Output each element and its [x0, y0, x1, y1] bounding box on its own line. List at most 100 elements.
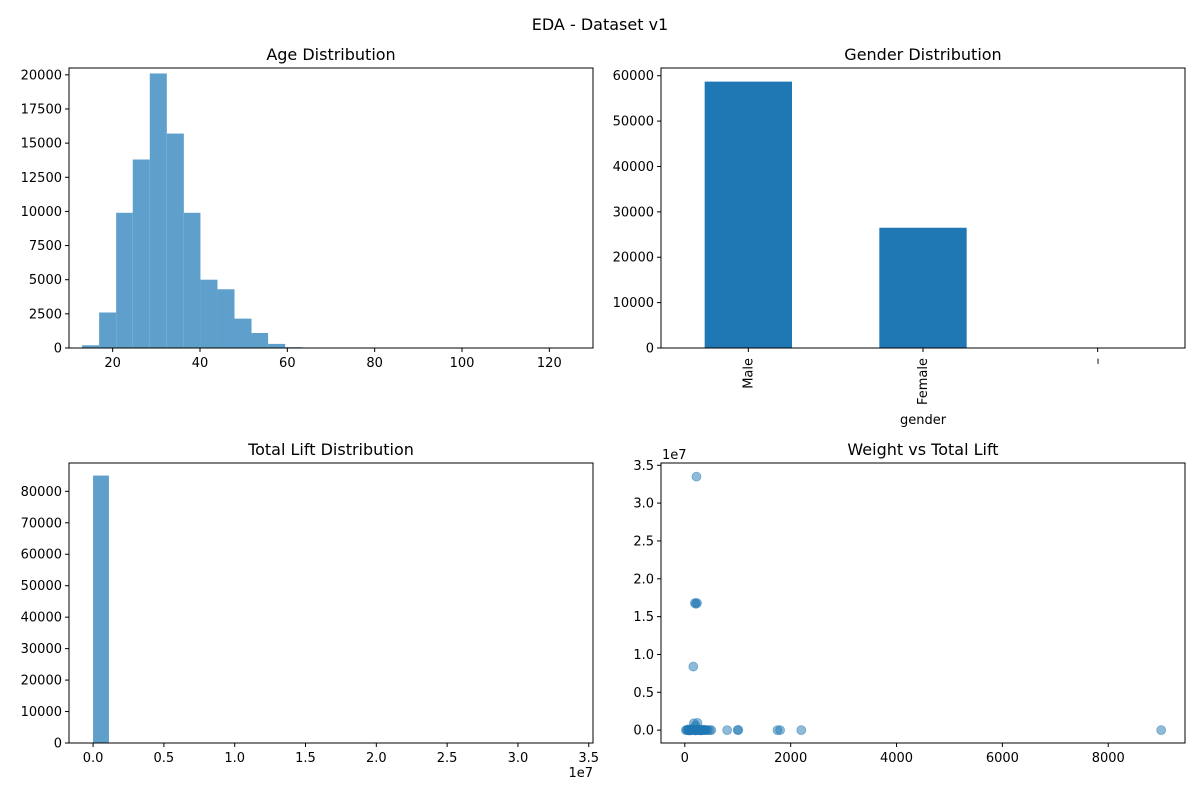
- weight-vs-lift-points: [680, 471, 1167, 736]
- total-lift-ytick-label: 40000: [21, 611, 62, 626]
- weight-vs-lift-y-offset-label: 1e7: [662, 448, 687, 463]
- age-bin-bar: [200, 279, 218, 348]
- total-lift-ytick-label: 60000: [21, 548, 62, 563]
- age-bin-bar: [99, 312, 117, 348]
- age-ytick-label: 12500: [21, 171, 62, 186]
- total-lift-distribution-panel: Total Lift Distribution 0.0 0.5 1.0 1.5 2.0 2…: [21, 440, 599, 781]
- age-bin-bar: [132, 159, 150, 348]
- total-lift-xtick-label: 1.0: [224, 751, 245, 766]
- age-xtick-label: 40: [192, 356, 209, 371]
- gender-distribution-panel: Gender Distribution Male Female – 0 10000 200…: [613, 45, 1186, 428]
- age-frame: [68, 67, 594, 349]
- age-bin-bar: [183, 212, 201, 348]
- gender-xtick-label: Male: [741, 358, 756, 389]
- weight-vs-lift-ytick-label: 1.5: [633, 610, 654, 625]
- total-lift-ytick-label: 20000: [21, 674, 62, 689]
- total-lift-xtick-label: 2.5: [437, 751, 458, 766]
- age-bin-bar: [116, 212, 133, 348]
- age-bin-bar: [149, 73, 167, 349]
- age-xtick-label: 120: [537, 356, 562, 371]
- weight-vs-lift-xtick-label: 6000: [986, 751, 1019, 766]
- weight-vs-lift-ytick-label: 3.0: [633, 497, 654, 512]
- age-ytick-label: 7500: [29, 239, 62, 254]
- age-distribution-panel: Age Distribution 20 40 60 80 100 120 0 2500 5000…: [21, 45, 594, 371]
- age-ytick-label: 0: [54, 342, 62, 357]
- age-ytick-label: 20000: [21, 68, 62, 83]
- total-lift-xtick-label: 0.0: [83, 751, 104, 766]
- scatter-point: [691, 471, 702, 482]
- age-ytick-label: 17500: [21, 102, 62, 117]
- weight-vs-lift-frame: [660, 462, 1186, 744]
- total-lift-ytick-label: 0: [54, 737, 62, 752]
- gender-bars: [704, 81, 1142, 349]
- gender-ytick-label: 0: [646, 342, 654, 357]
- gender-ytick-label: 10000: [613, 296, 654, 311]
- total-lift-axes: 0.0 0.5 1.0 1.5 2.0 2.5 3.0 3.5 0 10000 20000 30000…: [21, 462, 599, 766]
- age-bin-bar: [234, 318, 252, 348]
- age-ytick-label: 5000: [29, 273, 62, 288]
- total-lift-ytick-label: 80000: [21, 485, 62, 500]
- total-lift-ytick-label: 30000: [21, 642, 62, 657]
- scatter-point: [695, 725, 706, 736]
- scatter-point: [775, 725, 785, 736]
- total-lift-xtick-label: 3.5: [578, 751, 599, 766]
- age-bin-bar: [82, 345, 100, 348]
- gender-ytick-label: 60000: [613, 69, 654, 84]
- weight-vs-lift-xtick-label: 2000: [774, 751, 807, 766]
- total-lift-x-offset-label: 1e7: [568, 766, 593, 781]
- gender-ytick-label: 50000: [613, 115, 654, 130]
- weight-vs-lift-title: Weight vs Total Lift: [847, 440, 998, 459]
- weight-vs-total-lift-panel: Weight vs Total Lift 0 2000 4000 6000 8000 0.…: [633, 440, 1186, 766]
- gender-bar: [879, 227, 967, 348]
- age-xtick-label: 80: [366, 356, 383, 371]
- weight-vs-lift-xtick-label: 0: [681, 751, 689, 766]
- gender-ytick-label: 30000: [613, 205, 654, 220]
- age-histogram-bars: [82, 73, 320, 349]
- age-bin-bar: [166, 133, 184, 348]
- total-lift-bin-bar: [93, 475, 109, 743]
- total-lift-ytick-label: 50000: [21, 579, 62, 594]
- total-lift-histogram-bars: [93, 475, 109, 743]
- figure-suptitle: EDA - Dataset v1: [532, 15, 668, 34]
- scatter-point: [722, 725, 733, 736]
- weight-vs-lift-xtick-label: 8000: [1092, 751, 1125, 766]
- gender-ytick-label: 40000: [613, 160, 654, 175]
- total-lift-xtick-label: 1.5: [295, 751, 316, 766]
- weight-vs-lift-ytick-label: 0.0: [633, 724, 654, 739]
- age-axes: 20 40 60 80 100 120 0 2500 5000 7500 10000 12500 150…: [21, 67, 594, 371]
- age-xtick-label: 60: [279, 356, 296, 371]
- age-ytick-label: 2500: [29, 307, 62, 322]
- total-lift-xtick-label: 2.0: [366, 751, 387, 766]
- scatter-point: [1156, 725, 1167, 736]
- age-ytick-label: 15000: [21, 137, 62, 152]
- total-lift-title: Total Lift Distribution: [247, 440, 414, 459]
- total-lift-xtick-label: 0.5: [154, 751, 175, 766]
- age-xtick-label: 20: [104, 356, 121, 371]
- age-bin-bar: [268, 343, 286, 348]
- weight-vs-lift-ytick-label: 2.0: [633, 572, 654, 587]
- gender-xtick-label: Female: [916, 358, 931, 405]
- gender-xlabel: gender: [900, 413, 947, 428]
- scatter-point: [733, 725, 744, 735]
- total-lift-frame: [68, 462, 594, 744]
- weight-vs-lift-ytick-label: 3.5: [633, 459, 654, 474]
- total-lift-ytick-label: 70000: [21, 516, 62, 531]
- age-ytick-label: 10000: [21, 205, 62, 220]
- gender-title: Gender Distribution: [844, 45, 1001, 64]
- weight-vs-lift-ytick-label: 2.5: [633, 534, 654, 549]
- total-lift-ytick-label: 10000: [21, 705, 62, 720]
- scatter-point: [691, 598, 701, 609]
- gender-axes: Male Female – 0 10000 20000 30000 40000 50000 600…: [613, 67, 1186, 405]
- gender-xtick-label: –: [1091, 358, 1106, 365]
- age-bin-bar: [217, 289, 235, 348]
- scatter-point: [796, 725, 807, 736]
- gender-bar: [704, 81, 792, 349]
- age-bin-bar: [251, 332, 269, 348]
- weight-vs-lift-ytick-label: 0.5: [633, 686, 654, 701]
- weight-vs-lift-xtick-label: 4000: [880, 751, 913, 766]
- age-xtick-label: 100: [450, 356, 475, 371]
- weight-vs-lift-ytick-label: 1.0: [633, 648, 654, 663]
- total-lift-xtick-label: 3.0: [508, 751, 529, 766]
- age-title: Age Distribution: [266, 45, 395, 64]
